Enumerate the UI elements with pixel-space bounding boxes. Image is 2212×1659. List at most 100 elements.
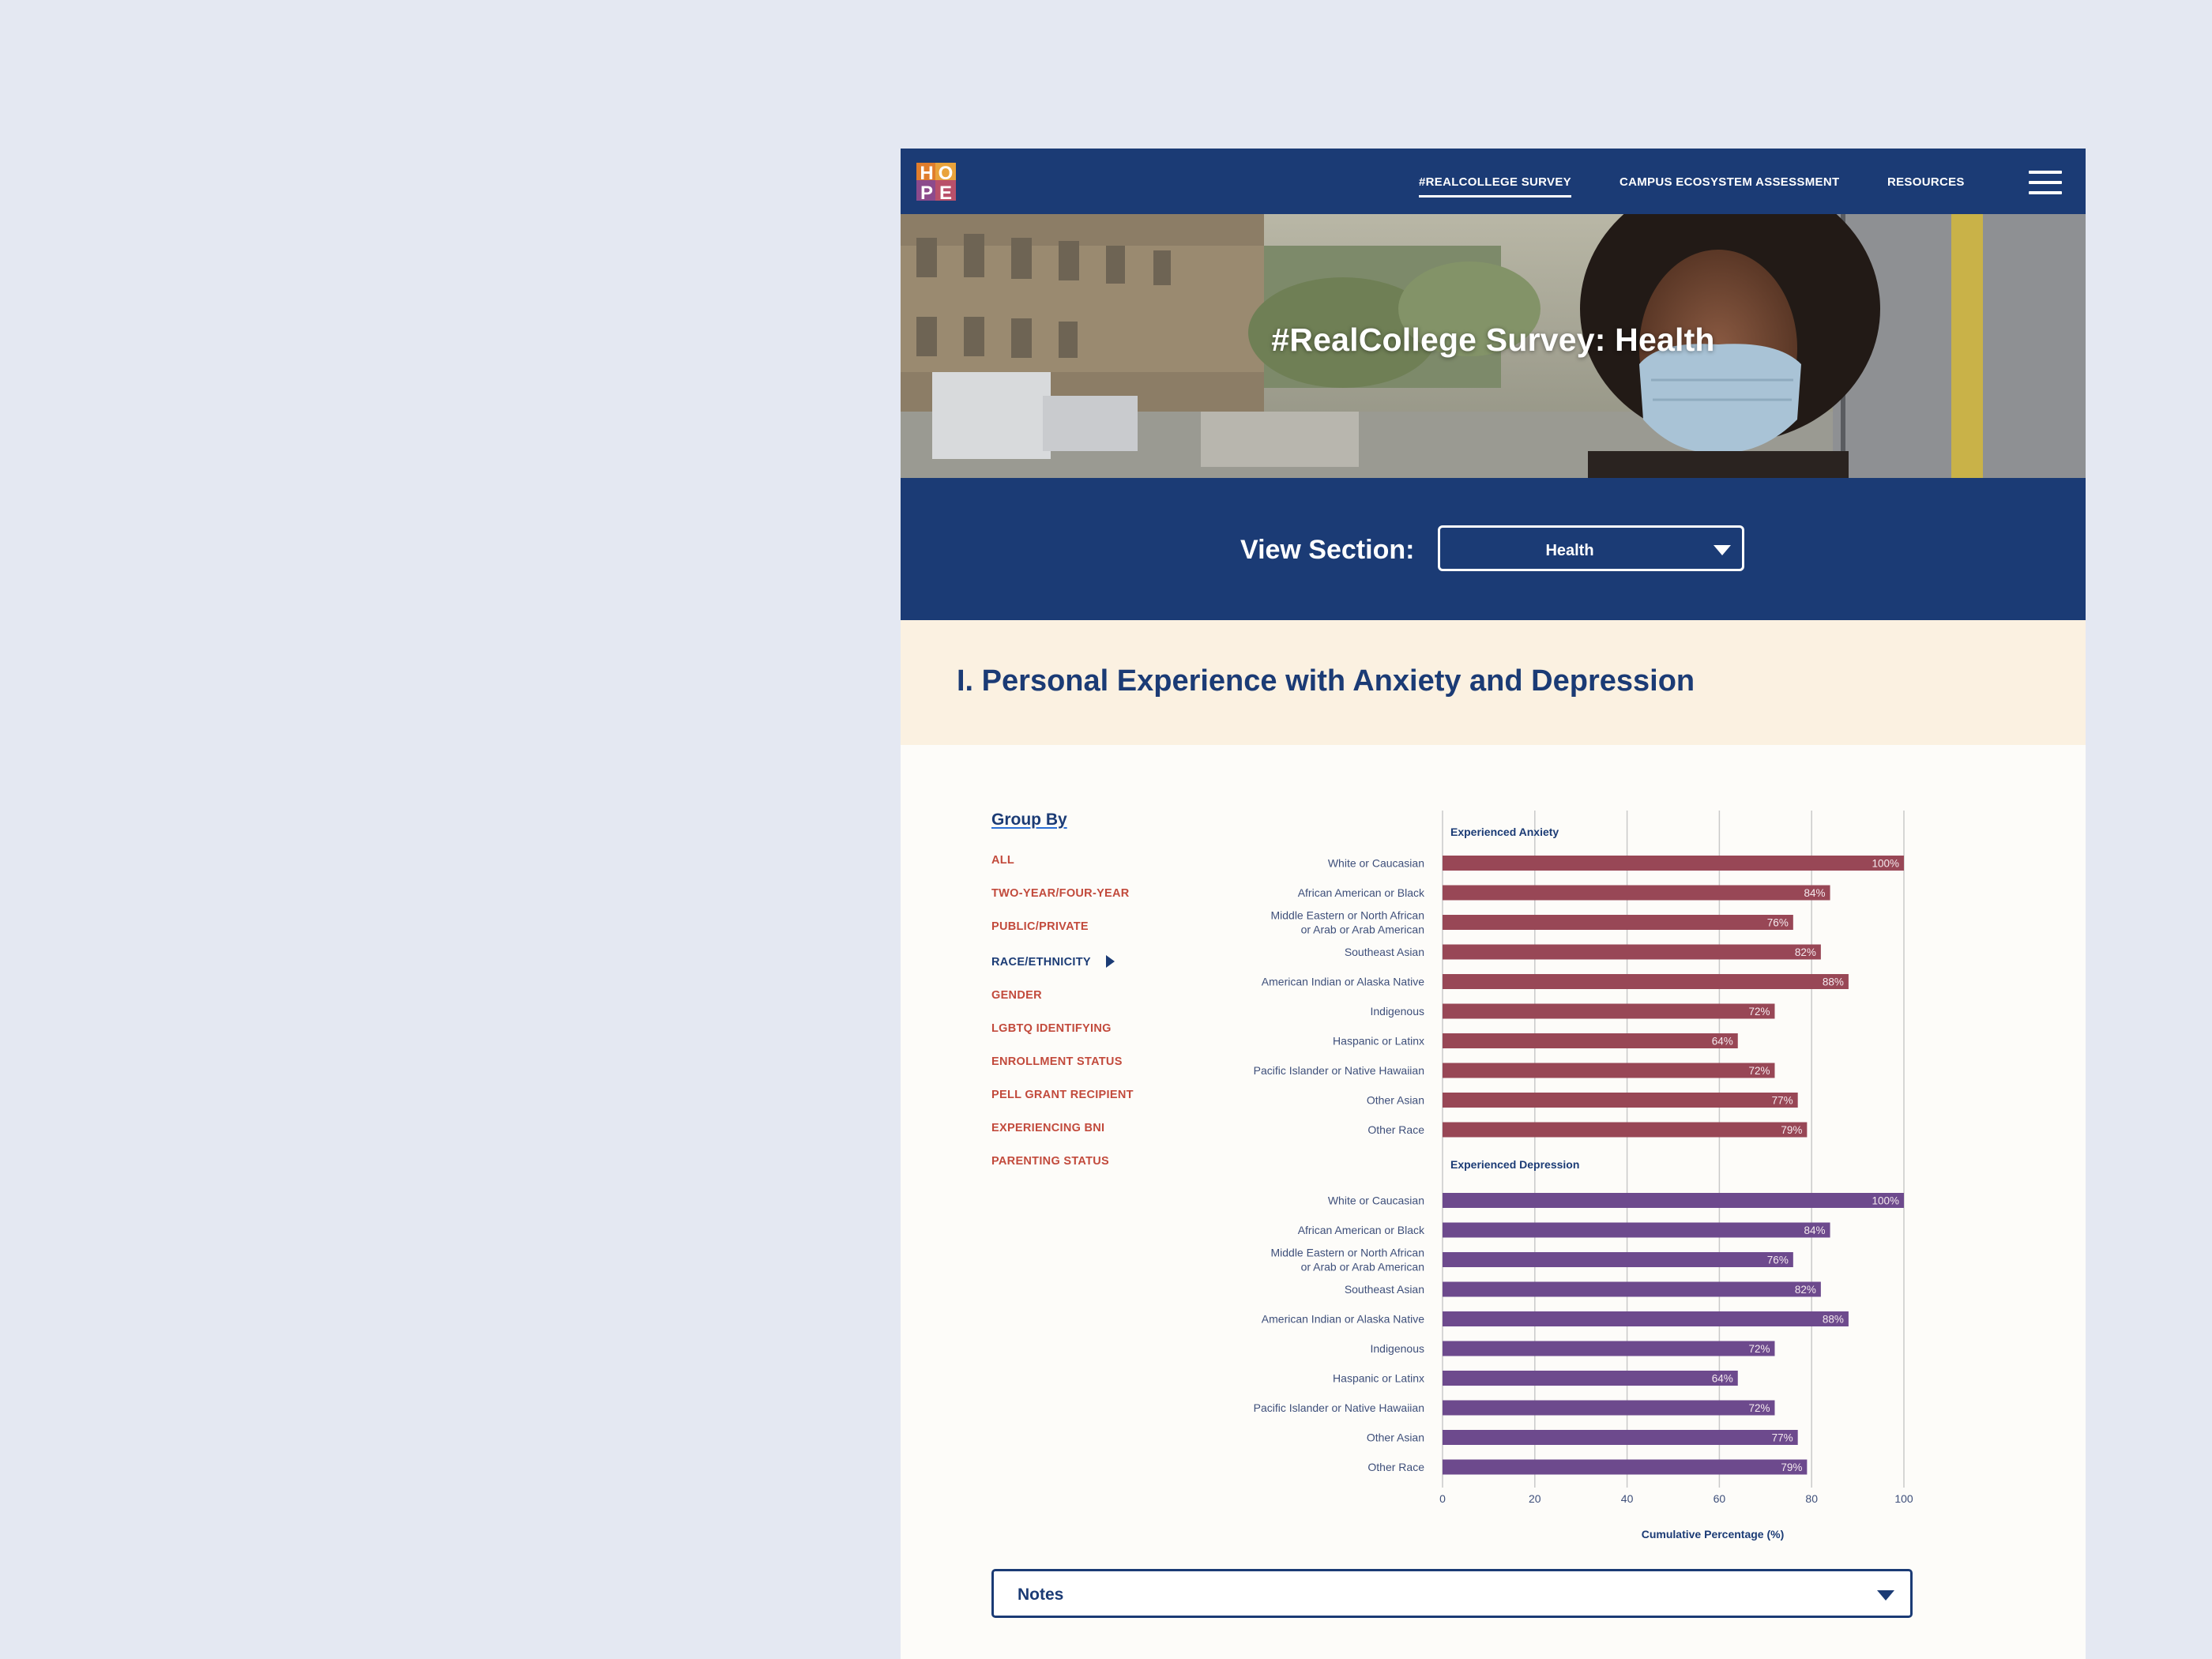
bar-experienced-anxiety-other-race[interactable] (1443, 1122, 1808, 1138)
svg-text:O: O (939, 163, 954, 184)
section-dropdown[interactable]: Health (1438, 525, 1744, 571)
x-tick-label: 80 (1805, 1492, 1818, 1505)
category-label: Other Race (1367, 1123, 1424, 1136)
group-by-item-public-private[interactable]: PUBLIC/PRIVATE (991, 920, 1089, 933)
bar-experienced-anxiety-haspanic-or-latinx[interactable] (1443, 1033, 1738, 1048)
bar-value-label: 88% (1823, 976, 1844, 988)
group-by-item-pell-grant-recipient[interactable]: PELL GRANT RECIPIENT (991, 1089, 1134, 1101)
caret-down-icon (1714, 545, 1731, 555)
group-by-item-label: PARENTING STATUS (991, 1155, 1109, 1168)
bar-value-label: 77% (1772, 1095, 1793, 1107)
series-title: Experienced Anxiety (1450, 826, 1559, 838)
notes-accordion[interactable]: Notes (991, 1569, 1913, 1618)
bar-value-label: 64% (1712, 1036, 1733, 1048)
bar-value-label: 84% (1804, 887, 1826, 899)
bar-experienced-anxiety-indigenous[interactable] (1443, 1003, 1775, 1019)
bar-value-label: 79% (1781, 1124, 1802, 1136)
category-label: American Indian or Alaska Native (1262, 976, 1424, 988)
group-by-item-label: ALL (991, 854, 1015, 867)
group-by-item-label: GENDER (991, 989, 1042, 1002)
x-axis-label: Cumulative Percentage (%) (1642, 1528, 1785, 1540)
bar-experienced-depression-southeast-asian[interactable] (1443, 1281, 1821, 1297)
x-tick-label: 20 (1529, 1492, 1541, 1505)
bar-value-label: 82% (1795, 946, 1816, 958)
group-by-item-label: TWO-YEAR/FOUR-YEAR (991, 887, 1130, 900)
group-by-item-two-year-four-year[interactable]: TWO-YEAR/FOUR-YEAR (991, 887, 1130, 900)
svg-text:H: H (920, 163, 933, 184)
x-tick-label: 0 (1439, 1492, 1446, 1505)
bar-value-label: 76% (1767, 1255, 1789, 1266)
section-heading: I. Personal Experience with Anxiety and … (957, 664, 1695, 698)
bar-experienced-depression-pacific-islander-or-native-hawaiian[interactable] (1443, 1400, 1775, 1416)
bar-value-label: 76% (1767, 917, 1789, 929)
bar-experienced-depression-african-american-or-black[interactable] (1443, 1222, 1830, 1238)
bar-value-label: 84% (1804, 1224, 1826, 1236)
group-by-item-label: ENROLLMENT STATUS (991, 1055, 1123, 1068)
bar-value-label: 72% (1748, 1065, 1770, 1077)
bar-experienced-anxiety-american-indian-or-alaska-native[interactable] (1443, 974, 1849, 989)
bar-experienced-anxiety-southeast-asian[interactable] (1443, 944, 1821, 960)
group-by-item-experiencing-bni[interactable]: EXPERIENCING BNI (991, 1122, 1104, 1134)
bar-experienced-anxiety-african-american-or-black[interactable] (1443, 885, 1830, 901)
group-by-item-label: LGBTQ IDENTIFYING (991, 1022, 1112, 1035)
category-label: White or Caucasian (1328, 857, 1424, 870)
bar-value-label: 72% (1748, 1006, 1770, 1018)
category-label: Haspanic or Latinx (1333, 1035, 1424, 1048)
category-label: Middle Eastern or North African or Arab o… (1270, 1247, 1424, 1273)
section-heading-band: I. Personal Experience with Anxiety and … (901, 620, 2086, 745)
group-by-item-label: RACE/ETHNICITY (991, 956, 1091, 969)
group-by-item-enrollment-status[interactable]: ENROLLMENT STATUS (991, 1055, 1123, 1068)
bar-experienced-anxiety-white-or-caucasian[interactable] (1443, 856, 1904, 871)
category-label: American Indian or Alaska Native (1262, 1313, 1424, 1326)
hero-banner: #RealCollege Survey: Health (901, 214, 2086, 478)
x-tick-label: 100 (1894, 1492, 1913, 1505)
bar-value-label: 100% (1872, 858, 1899, 870)
view-section-label: View Section: (1240, 535, 1415, 565)
category-label: Haspanic or Latinx (1333, 1372, 1424, 1385)
bar-experienced-depression-other-asian[interactable] (1443, 1430, 1798, 1445)
group-by-item-all[interactable]: ALL (991, 854, 1014, 867)
bar-chart: Experienced Anxiety 100% White or Caucasia… (1254, 811, 1913, 1540)
x-tick-label: 40 (1621, 1492, 1634, 1505)
bar-experienced-depression-indigenous[interactable] (1443, 1341, 1775, 1356)
category-label: African American or Black (1298, 1224, 1425, 1236)
bar-experienced-anxiety-middle-eastern-or-north-african-or-arab-or-arab-american[interactable] (1443, 915, 1793, 930)
bar-value-label: 72% (1748, 1402, 1770, 1414)
caret-down-icon (1877, 1590, 1894, 1601)
bar-experienced-depression-american-indian-or-alaska-native[interactable] (1443, 1311, 1849, 1326)
group-by-item-race-ethnicity[interactable]: RACE/ETHNICITY (991, 955, 1115, 969)
bar-value-label: 72% (1748, 1343, 1770, 1355)
top-nav: H O P E #REALCOLLEGE SURVEY CAMPUS ECOSY… (901, 149, 2086, 214)
bar-value-label: 77% (1772, 1432, 1793, 1444)
bar-experienced-depression-white-or-caucasian[interactable] (1443, 1193, 1904, 1208)
bar-experienced-anxiety-other-asian[interactable] (1443, 1093, 1798, 1108)
bar-value-label: 82% (1795, 1284, 1816, 1296)
category-label: Indigenous (1370, 1342, 1424, 1355)
hope-logo[interactable]: H O P E (912, 158, 959, 204)
hamburger-menu-icon[interactable] (2029, 171, 2062, 194)
category-label: Pacific Islander or Native Hawaiian (1254, 1064, 1424, 1077)
group-by-item-label: PUBLIC/PRIVATE (991, 920, 1089, 933)
category-label: Pacific Islander or Native Hawaiian (1254, 1401, 1424, 1414)
category-label: White or Caucasian (1328, 1194, 1424, 1207)
nav-link-resources[interactable]: RESOURCES (1887, 175, 1965, 189)
nav-link-realcollege-survey[interactable]: #REALCOLLEGE SURVEY (1419, 175, 1571, 198)
bar-experienced-depression-middle-eastern-or-north-african-or-arab-or-arab-american[interactable] (1443, 1252, 1793, 1267)
bar-experienced-anxiety-pacific-islander-or-native-hawaiian[interactable] (1443, 1063, 1775, 1078)
category-label: Other Asian (1367, 1431, 1424, 1444)
section-dropdown-value: Health (1545, 542, 1594, 559)
category-label: Indigenous (1370, 1005, 1424, 1018)
page: H O P E #REALCOLLEGE SURVEY CAMPUS ECOSY… (901, 149, 2086, 1659)
caret-right-icon (1106, 955, 1115, 968)
category-label: Southeast Asian (1345, 946, 1424, 958)
bar-experienced-depression-haspanic-or-latinx[interactable] (1443, 1371, 1738, 1386)
group-by-item-lgbtq-identifying[interactable]: LGBTQ IDENTIFYING (991, 1022, 1112, 1035)
group-by-item-parenting-status[interactable]: PARENTING STATUS (991, 1155, 1109, 1168)
nav-link-campus-ecosystem-assessment[interactable]: CAMPUS ECOSYSTEM ASSESSMENT (1620, 175, 1840, 189)
hero-title: #RealCollege Survey: Health (1271, 322, 1715, 358)
group-by-item-gender[interactable]: GENDER (991, 989, 1042, 1002)
category-label: Other Race (1367, 1461, 1424, 1473)
category-label: African American or Black (1298, 886, 1425, 899)
bar-experienced-depression-other-race[interactable] (1443, 1459, 1808, 1475)
bar-value-label: 100% (1872, 1195, 1899, 1207)
